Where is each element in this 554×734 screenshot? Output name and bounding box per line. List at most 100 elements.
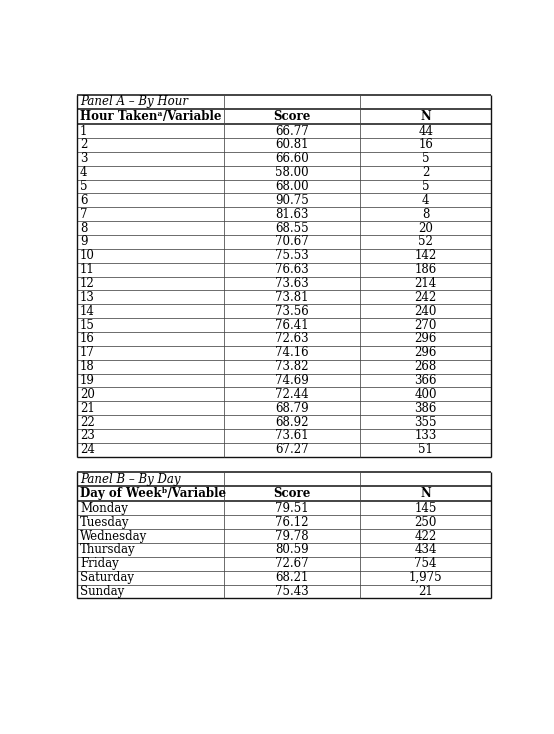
Text: 90.75: 90.75: [275, 194, 309, 207]
Text: N: N: [420, 487, 431, 501]
Text: Sunday: Sunday: [80, 585, 124, 598]
Text: 12: 12: [80, 277, 95, 290]
Text: 20: 20: [80, 388, 95, 401]
Text: Day of Weekᵇ/Variable: Day of Weekᵇ/Variable: [80, 487, 226, 501]
Text: 73.61: 73.61: [275, 429, 309, 443]
Text: 79.51: 79.51: [275, 502, 309, 515]
Text: 7: 7: [80, 208, 88, 221]
Text: 5: 5: [80, 180, 88, 193]
Text: 66.60: 66.60: [275, 152, 309, 165]
Text: 1: 1: [80, 125, 88, 137]
Text: Hour Takenᵃ/Variable: Hour Takenᵃ/Variable: [80, 110, 222, 123]
Text: 133: 133: [414, 429, 437, 443]
Text: 19: 19: [80, 374, 95, 387]
Text: 422: 422: [414, 529, 437, 542]
Text: 4: 4: [422, 194, 429, 207]
Text: 21: 21: [80, 401, 95, 415]
Text: 20: 20: [418, 222, 433, 235]
Text: 434: 434: [414, 543, 437, 556]
Text: 18: 18: [80, 360, 95, 373]
Text: 8: 8: [80, 222, 88, 235]
Text: 66.77: 66.77: [275, 125, 309, 137]
Text: 81.63: 81.63: [275, 208, 309, 221]
Text: Score: Score: [274, 110, 311, 123]
Text: 15: 15: [80, 319, 95, 332]
Text: N: N: [420, 110, 431, 123]
Text: 386: 386: [414, 401, 437, 415]
Text: 76.63: 76.63: [275, 264, 309, 276]
Text: 80.59: 80.59: [275, 543, 309, 556]
Text: 296: 296: [414, 333, 437, 346]
Text: Monday: Monday: [80, 502, 128, 515]
Text: 68.00: 68.00: [275, 180, 309, 193]
Text: 68.92: 68.92: [275, 415, 309, 429]
Text: 268: 268: [414, 360, 437, 373]
Text: 72.67: 72.67: [275, 557, 309, 570]
Text: 186: 186: [414, 264, 437, 276]
Text: Tuesday: Tuesday: [80, 516, 130, 528]
Text: 4: 4: [80, 166, 88, 179]
Text: 1,975: 1,975: [409, 571, 443, 584]
Text: 73.81: 73.81: [275, 291, 309, 304]
Text: Saturday: Saturday: [80, 571, 134, 584]
Text: 355: 355: [414, 415, 437, 429]
Text: 21: 21: [418, 585, 433, 598]
Text: 17: 17: [80, 346, 95, 360]
Text: 8: 8: [422, 208, 429, 221]
Text: 74.69: 74.69: [275, 374, 309, 387]
Text: 51: 51: [418, 443, 433, 457]
Text: 60.81: 60.81: [275, 139, 309, 151]
Text: 10: 10: [80, 250, 95, 262]
Text: Thursday: Thursday: [80, 543, 136, 556]
Text: 3: 3: [80, 152, 88, 165]
Text: 14: 14: [80, 305, 95, 318]
Text: 52: 52: [418, 236, 433, 248]
Text: 67.27: 67.27: [275, 443, 309, 457]
Text: 68.79: 68.79: [275, 401, 309, 415]
Text: 75.43: 75.43: [275, 585, 309, 598]
Text: 5: 5: [422, 180, 429, 193]
Text: 44: 44: [418, 125, 433, 137]
Text: 70.67: 70.67: [275, 236, 309, 248]
Text: 214: 214: [414, 277, 437, 290]
Text: Friday: Friday: [80, 557, 119, 570]
Text: 73.56: 73.56: [275, 305, 309, 318]
Text: 142: 142: [414, 250, 437, 262]
Text: 9: 9: [80, 236, 88, 248]
Text: 270: 270: [414, 319, 437, 332]
Text: 72.63: 72.63: [275, 333, 309, 346]
Text: 73.82: 73.82: [275, 360, 309, 373]
Text: 73.63: 73.63: [275, 277, 309, 290]
Text: 250: 250: [414, 516, 437, 528]
Text: 242: 242: [414, 291, 437, 304]
Text: 2: 2: [80, 139, 88, 151]
Text: 68.55: 68.55: [275, 222, 309, 235]
Text: 68.21: 68.21: [275, 571, 309, 584]
Text: 16: 16: [418, 139, 433, 151]
Text: 76.12: 76.12: [275, 516, 309, 528]
Text: 400: 400: [414, 388, 437, 401]
Text: 2: 2: [422, 166, 429, 179]
Text: Wednesday: Wednesday: [80, 529, 147, 542]
Text: 76.41: 76.41: [275, 319, 309, 332]
Text: 5: 5: [422, 152, 429, 165]
Text: Panel A – By Hour: Panel A – By Hour: [80, 95, 188, 109]
Text: 754: 754: [414, 557, 437, 570]
Text: Score: Score: [274, 487, 311, 501]
Text: 75.53: 75.53: [275, 250, 309, 262]
Text: 240: 240: [414, 305, 437, 318]
Text: 6: 6: [80, 194, 88, 207]
Text: 11: 11: [80, 264, 95, 276]
Text: 145: 145: [414, 502, 437, 515]
Text: 13: 13: [80, 291, 95, 304]
Text: 23: 23: [80, 429, 95, 443]
Text: 58.00: 58.00: [275, 166, 309, 179]
Text: 72.44: 72.44: [275, 388, 309, 401]
Text: 24: 24: [80, 443, 95, 457]
Text: 79.78: 79.78: [275, 529, 309, 542]
Text: 16: 16: [80, 333, 95, 346]
Text: 296: 296: [414, 346, 437, 360]
Text: 74.16: 74.16: [275, 346, 309, 360]
Text: 22: 22: [80, 415, 95, 429]
Text: 366: 366: [414, 374, 437, 387]
